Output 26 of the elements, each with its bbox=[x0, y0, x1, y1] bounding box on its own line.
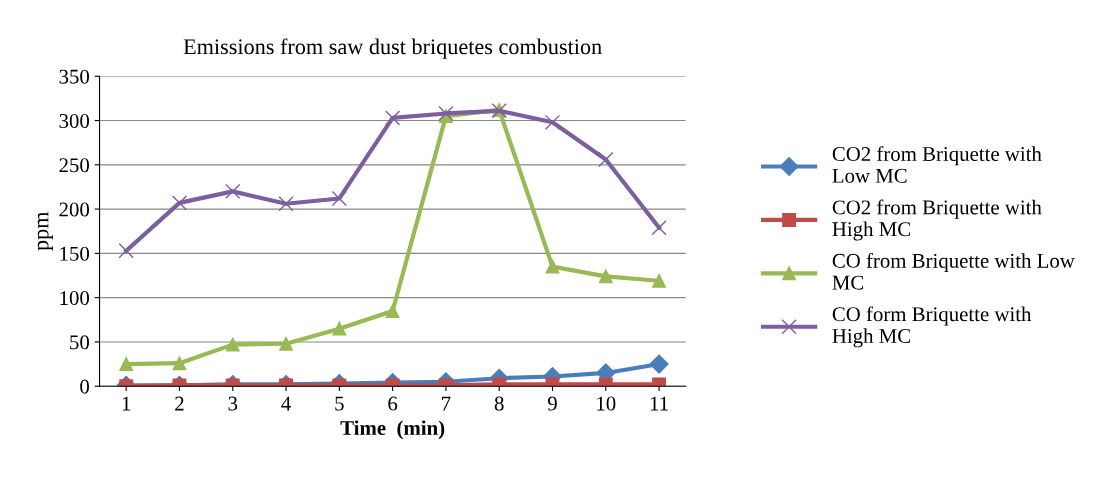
x-tick-label: 5 bbox=[335, 396, 344, 411]
y-tick-label: 200 bbox=[59, 202, 90, 217]
y-tick-label: 100 bbox=[60, 291, 90, 306]
y-tick-label: 0 bbox=[80, 379, 90, 394]
x-tick-label: 2 bbox=[175, 396, 184, 411]
y-tick-label: 300 bbox=[59, 113, 90, 128]
legend-label: CO2 from Briquette with High MC bbox=[832, 199, 1042, 241]
x-tick-label: 11 bbox=[650, 396, 668, 411]
legend-label: CO2 from Briquette with Low MC bbox=[832, 146, 1042, 183]
y-tick-label: 350 bbox=[59, 69, 90, 84]
chart-title: Emissions from saw dust briquetes combustion bbox=[183, 38, 602, 59]
x-tick-label: 4 bbox=[281, 396, 291, 411]
x-tick-label: 10 bbox=[597, 396, 616, 411]
x-tick-label: 1 bbox=[122, 396, 131, 411]
y-axis-title: ppm bbox=[37, 211, 54, 251]
legend-label: CO from Briquette with Low MC bbox=[832, 252, 1075, 290]
x-axis-title: Time (min) bbox=[340, 420, 445, 440]
x-tick-label: 3 bbox=[228, 396, 238, 411]
x-tick-label: 6 bbox=[388, 396, 398, 411]
x-tick-label: 9 bbox=[547, 396, 557, 411]
x-tick-label: 7 bbox=[442, 396, 451, 411]
y-tick-label: 150 bbox=[60, 246, 90, 261]
legend-label: CO form Briquette with High MC bbox=[832, 306, 1032, 348]
y-tick-label: 50 bbox=[70, 335, 90, 350]
y-tick-label: 250 bbox=[59, 158, 90, 173]
x-tick-label: 8 bbox=[494, 396, 504, 411]
